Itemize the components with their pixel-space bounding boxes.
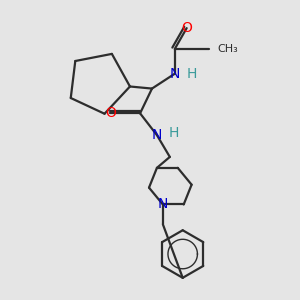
Text: H: H bbox=[186, 67, 197, 81]
Text: O: O bbox=[105, 106, 116, 120]
Text: N: N bbox=[158, 197, 168, 212]
Text: N: N bbox=[169, 67, 180, 81]
Text: H: H bbox=[169, 126, 179, 140]
Text: O: O bbox=[181, 21, 192, 35]
Text: N: N bbox=[152, 128, 162, 142]
Text: CH₃: CH₃ bbox=[218, 44, 238, 54]
